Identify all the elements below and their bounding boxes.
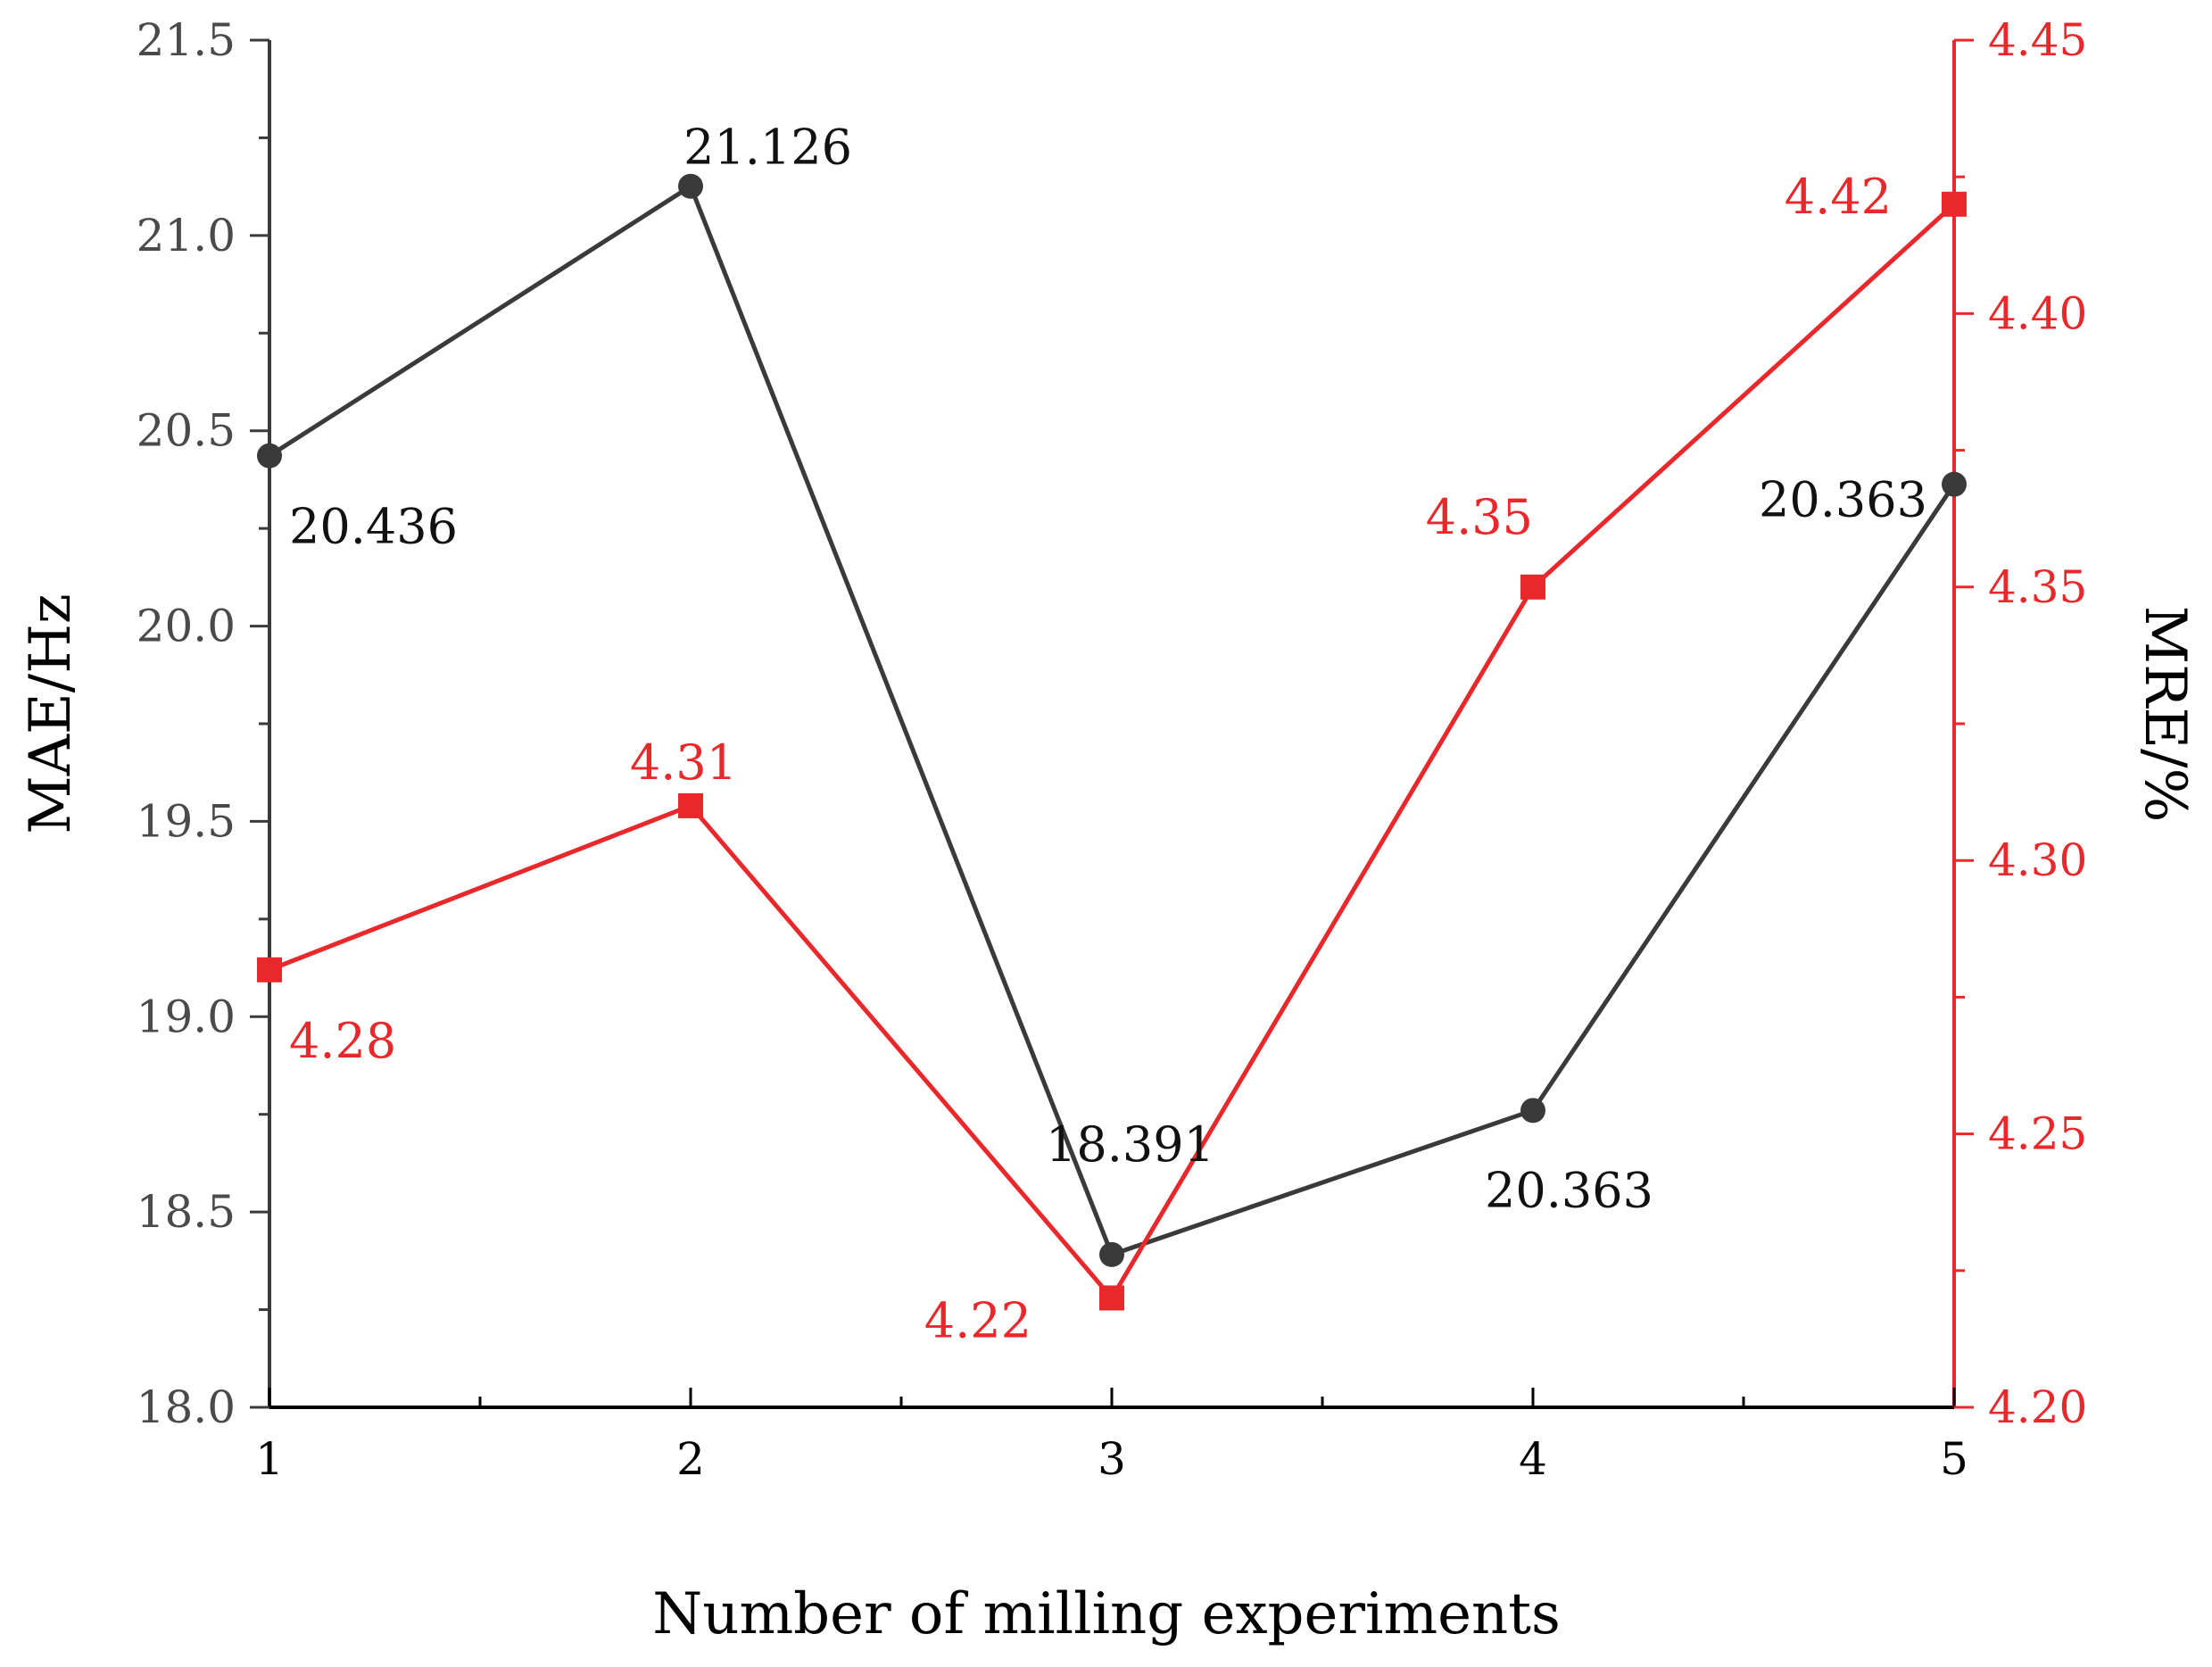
x-tick-label: 1 [255, 1433, 284, 1485]
right-y-tick-label: 4.30 [1988, 834, 2087, 886]
left-y-tick-label: 20.0 [137, 601, 236, 652]
mae-point-marker [678, 173, 703, 199]
x-tick-label: 5 [1940, 1433, 1968, 1485]
mre-point-marker [678, 792, 703, 818]
mae-series-line [268, 182, 1957, 1257]
left-y-tick-label: 19.0 [137, 991, 236, 1042]
left-y-tick-label: 18.5 [137, 1186, 236, 1238]
mae-data-label: 20.363 [1759, 472, 1927, 528]
right-y-tick-label: 4.20 [1988, 1381, 2087, 1433]
right-y-tick-label: 4.25 [1988, 1108, 2087, 1160]
x-tick-label: 4 [1519, 1433, 1547, 1485]
right-y-tick-label: 4.40 [1988, 287, 2087, 339]
left-y-tick-label: 18.0 [137, 1381, 236, 1433]
mae-data-label: 18.391 [1046, 1116, 1214, 1173]
left-y-axis-title: MAE/Hz [18, 593, 84, 834]
mre-point-marker [1942, 191, 1967, 217]
series-layer [257, 173, 1967, 1311]
x-tick-label: 3 [1098, 1433, 1126, 1485]
mre-point-marker [257, 957, 282, 983]
right-y-tick-label: 4.35 [1988, 561, 2087, 613]
mre-data-label: 4.35 [1426, 489, 1533, 545]
mre-data-label: 4.28 [289, 1013, 396, 1069]
data-labels-layer: 20.436 21.126 18.391 20.363 20.363 4.28 4.31 4.… [289, 120, 1927, 1349]
right-y-tick-label: 4.45 [1988, 14, 2087, 66]
left-y-tick-label: 19.5 [137, 795, 236, 847]
mae-data-label: 21.126 [683, 120, 852, 176]
mae-point-marker [1942, 471, 1967, 497]
mre-data-label: 4.22 [924, 1292, 1031, 1348]
left-y-tick-label: 21.0 [137, 210, 236, 261]
axes-layer: 1 2 3 4 5 18.0 18.5 19.0 19.5 20.0 20.5 21.0 21.5 4.2… [137, 14, 2088, 1485]
mre-data-label: 4.42 [1785, 169, 1892, 225]
x-tick-label: 2 [676, 1433, 705, 1485]
mae-point-marker [257, 443, 282, 469]
mre-point-marker [1520, 574, 1545, 600]
left-y-tick-label: 21.5 [137, 14, 236, 66]
mae-data-label: 20.436 [289, 499, 458, 555]
mre-point-marker [1099, 1285, 1124, 1311]
right-y-axis-title: MRE/% [2132, 606, 2198, 823]
left-y-tick-label: 20.5 [137, 405, 236, 457]
mae-point-marker [1520, 1098, 1545, 1124]
mae-data-label: 20.363 [1485, 1162, 1653, 1218]
mae-point-marker [1099, 1241, 1124, 1267]
mre-data-label: 4.31 [630, 734, 737, 791]
x-axis-title: Number of milling experiments [652, 1581, 1561, 1647]
